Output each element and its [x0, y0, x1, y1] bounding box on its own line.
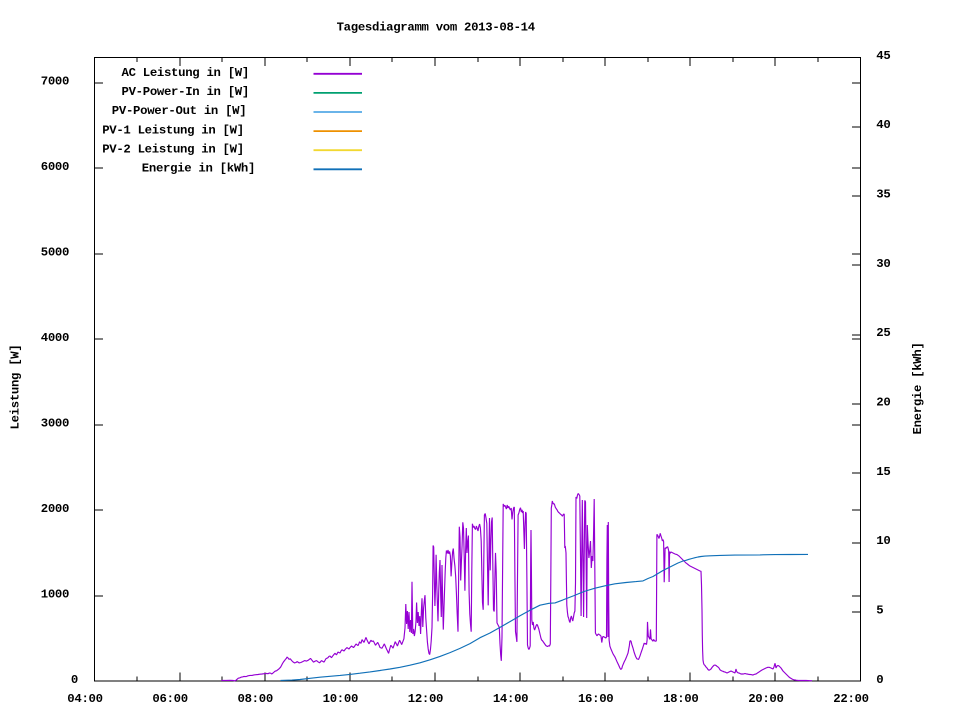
svg-text:20: 20 [876, 396, 890, 410]
svg-text:10: 10 [876, 534, 890, 548]
svg-text:AC Leistung in [W]: AC Leistung in [W] [122, 66, 249, 80]
svg-text:45: 45 [876, 49, 890, 63]
svg-text:5000: 5000 [41, 246, 69, 260]
svg-text:06:00: 06:00 [152, 692, 187, 706]
svg-text:PV-Power-Out in [W]: PV-Power-Out in [W] [112, 104, 247, 118]
svg-text:20:00: 20:00 [748, 692, 783, 706]
svg-text:0: 0 [876, 673, 883, 687]
svg-text:6000: 6000 [41, 160, 69, 174]
svg-text:2000: 2000 [41, 502, 69, 516]
svg-text:08:00: 08:00 [238, 692, 273, 706]
svg-text:18:00: 18:00 [663, 692, 698, 706]
svg-text:4000: 4000 [41, 331, 69, 345]
svg-text:Tagesdiagramm vom 2013-08-14: Tagesdiagramm vom 2013-08-14 [337, 21, 536, 35]
svg-text:PV-Power-In in [W]: PV-Power-In in [W] [122, 85, 249, 99]
svg-text:30: 30 [876, 257, 890, 271]
svg-text:7000: 7000 [41, 75, 69, 89]
svg-text:40: 40 [876, 118, 890, 132]
svg-text:16:00: 16:00 [578, 692, 613, 706]
svg-text:35: 35 [876, 188, 890, 202]
svg-text:04:00: 04:00 [67, 692, 102, 706]
svg-text:0: 0 [71, 673, 78, 687]
svg-text:Energie [kWh]: Energie [kWh] [911, 342, 925, 434]
svg-text:12:00: 12:00 [408, 692, 443, 706]
svg-text:22:00: 22:00 [833, 692, 868, 706]
svg-text:PV-1 Leistung in [W]: PV-1 Leistung in [W] [102, 123, 244, 137]
svg-text:Energie in [kWh]: Energie in [kWh] [142, 162, 255, 176]
svg-text:15: 15 [876, 465, 890, 479]
svg-text:3000: 3000 [41, 417, 69, 431]
svg-text:25: 25 [876, 326, 890, 340]
svg-text:14:00: 14:00 [493, 692, 528, 706]
svg-text:Leistung [W]: Leistung [W] [9, 345, 23, 430]
svg-text:1000: 1000 [41, 587, 69, 601]
svg-text:5: 5 [876, 604, 883, 618]
svg-text:PV-2 Leistung in [W]: PV-2 Leistung in [W] [102, 142, 244, 156]
svg-text:10:00: 10:00 [323, 692, 358, 706]
